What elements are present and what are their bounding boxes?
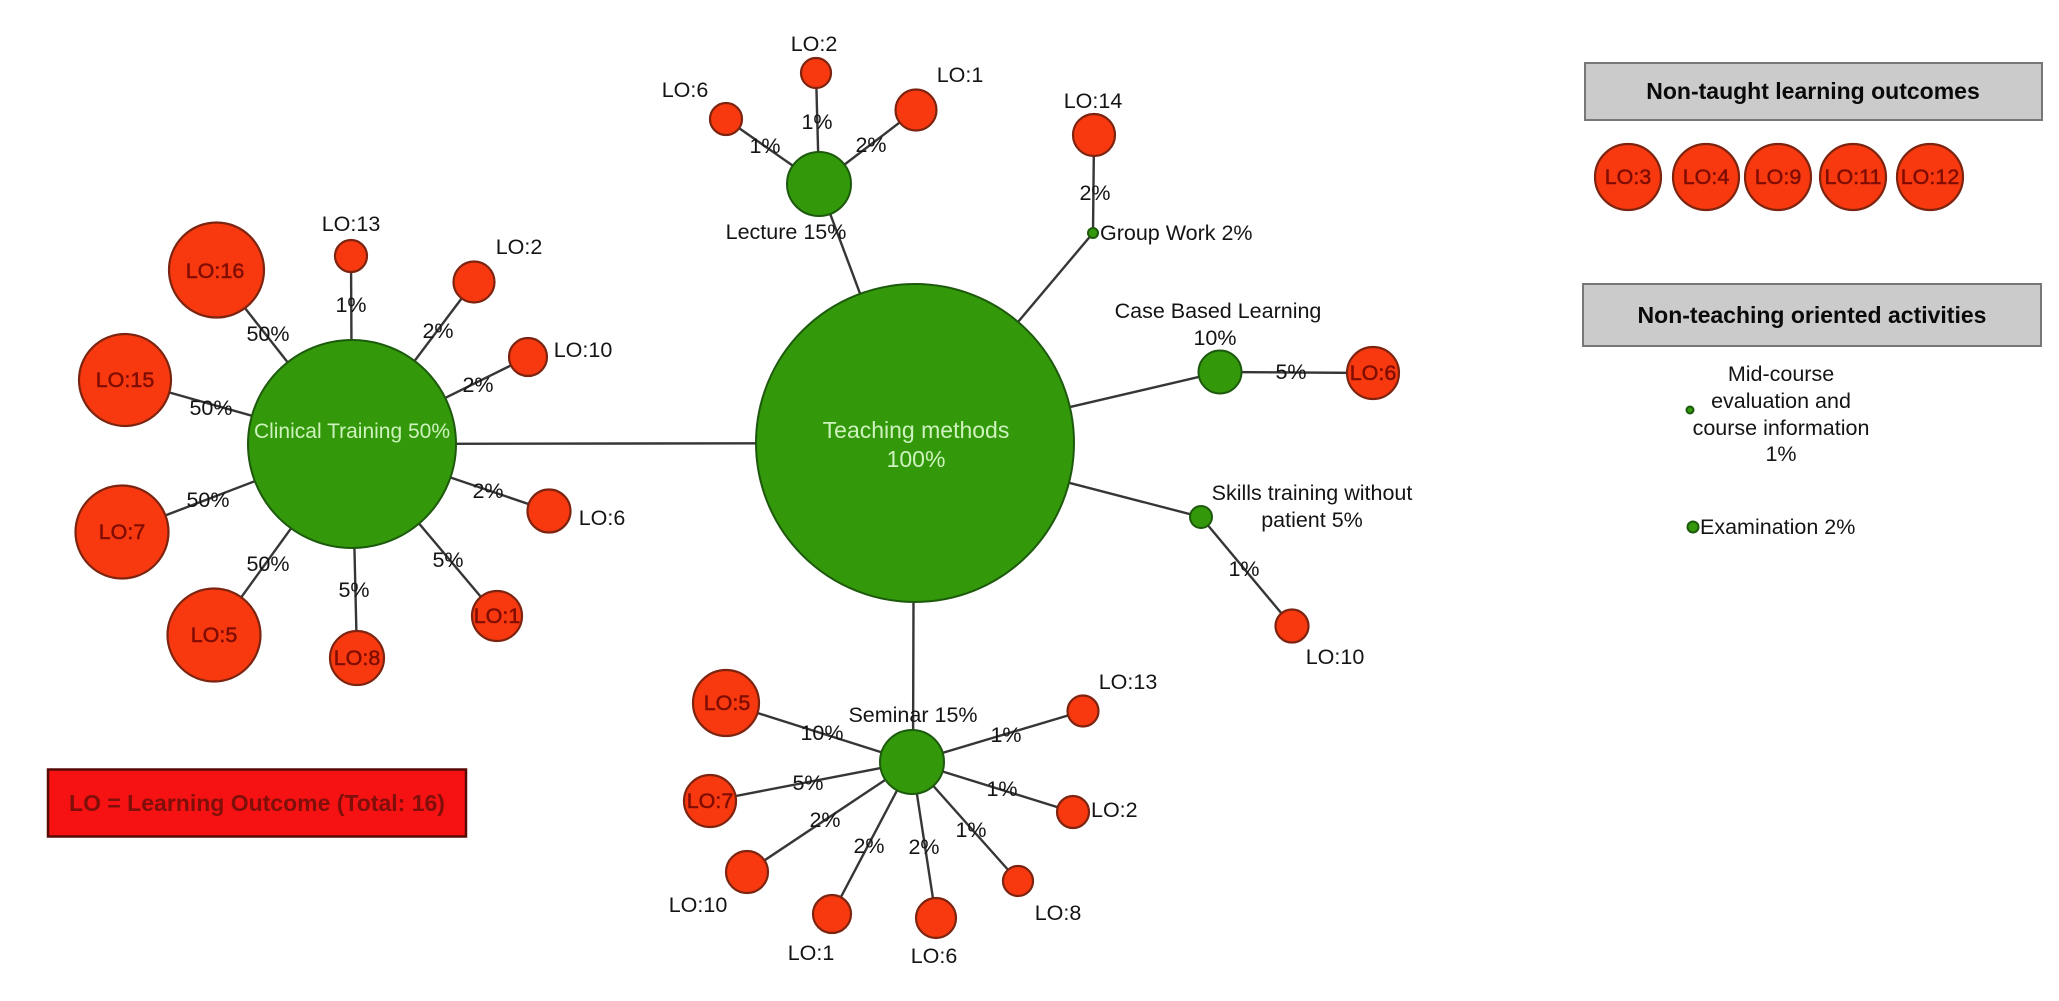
svg-text:LO:5: LO:5 <box>704 691 751 715</box>
svg-text:1%: 1% <box>1765 442 1796 466</box>
svg-text:50%: 50% <box>189 396 232 420</box>
svg-text:LO:2: LO:2 <box>1091 798 1138 822</box>
svg-text:LO:6: LO:6 <box>1350 361 1397 385</box>
svg-text:LO:2: LO:2 <box>791 32 838 56</box>
svg-text:Examination 2%: Examination 2% <box>1700 515 1855 539</box>
svg-text:LO:4: LO:4 <box>1683 165 1730 189</box>
svg-text:1%: 1% <box>990 723 1021 747</box>
svg-text:2%: 2% <box>422 319 453 343</box>
svg-text:LO:8: LO:8 <box>1035 901 1082 925</box>
svg-text:10%: 10% <box>800 721 843 745</box>
svg-text:5%: 5% <box>338 578 369 602</box>
svg-text:Group Work 2%: Group Work 2% <box>1100 221 1253 245</box>
svg-text:LO:12: LO:12 <box>1901 165 1960 189</box>
svg-text:Mid-course: Mid-course <box>1728 362 1834 386</box>
svg-text:LO:6: LO:6 <box>911 944 958 968</box>
svg-text:LO:7: LO:7 <box>687 789 734 813</box>
svg-text:LO:14: LO:14 <box>1064 89 1123 113</box>
svg-text:LO:9: LO:9 <box>1755 165 1802 189</box>
svg-text:50%: 50% <box>246 322 289 346</box>
svg-text:LO:16: LO:16 <box>186 259 245 283</box>
svg-text:Lecture 15%: Lecture 15% <box>726 220 847 244</box>
svg-text:1%: 1% <box>335 293 366 317</box>
svg-text:LO:1: LO:1 <box>937 63 984 87</box>
svg-text:Non-teaching oriented activiti: Non-teaching oriented activities <box>1638 302 1987 328</box>
svg-text:2%: 2% <box>472 479 503 503</box>
svg-text:Case Based Learning: Case Based Learning <box>1115 299 1322 323</box>
svg-text:Non-taught learning outcomes: Non-taught learning outcomes <box>1646 78 1980 104</box>
svg-text:patient 5%: patient 5% <box>1261 508 1363 532</box>
svg-text:LO:5: LO:5 <box>191 623 238 647</box>
svg-text:LO:10: LO:10 <box>1306 645 1365 669</box>
svg-text:5%: 5% <box>1275 360 1306 384</box>
svg-text:LO = Learning Outcome (Total:: LO = Learning Outcome (Total: 16) <box>69 790 445 816</box>
svg-text:50%: 50% <box>186 488 229 512</box>
svg-text:Teaching methods: Teaching methods <box>823 417 1010 443</box>
svg-text:50%: 50% <box>246 552 289 576</box>
svg-text:LO:7: LO:7 <box>99 520 146 544</box>
svg-text:course information: course information <box>1693 416 1870 440</box>
svg-text:2%: 2% <box>908 835 939 859</box>
svg-text:LO:2: LO:2 <box>496 235 543 259</box>
svg-text:Seminar 15%: Seminar 15% <box>848 703 977 727</box>
svg-text:100%: 100% <box>887 446 946 472</box>
svg-text:1%: 1% <box>955 818 986 842</box>
svg-text:LO:15: LO:15 <box>96 368 155 392</box>
svg-text:LO:10: LO:10 <box>554 338 613 362</box>
svg-text:LO:1: LO:1 <box>788 941 835 965</box>
svg-text:2%: 2% <box>855 133 886 157</box>
svg-text:2%: 2% <box>853 834 884 858</box>
svg-text:2%: 2% <box>1079 181 1110 205</box>
svg-text:1%: 1% <box>801 110 832 134</box>
svg-text:10%: 10% <box>1193 326 1236 350</box>
svg-text:Clinical Training 50%: Clinical Training 50% <box>254 420 450 443</box>
svg-text:LO:8: LO:8 <box>334 646 381 670</box>
svg-text:1%: 1% <box>986 777 1017 801</box>
svg-text:LO:1: LO:1 <box>474 604 521 628</box>
svg-text:2%: 2% <box>809 808 840 832</box>
svg-text:1%: 1% <box>749 134 780 158</box>
svg-text:LO:10: LO:10 <box>669 893 728 917</box>
svg-text:LO:13: LO:13 <box>1099 670 1158 694</box>
svg-text:LO:6: LO:6 <box>662 78 709 102</box>
svg-text:1%: 1% <box>1228 557 1259 581</box>
svg-text:LO:6: LO:6 <box>579 506 626 530</box>
svg-text:LO:11: LO:11 <box>1825 165 1882 189</box>
svg-text:5%: 5% <box>792 771 823 795</box>
svg-text:2%: 2% <box>462 373 493 397</box>
svg-text:LO:3: LO:3 <box>1605 165 1652 189</box>
svg-text:5%: 5% <box>432 548 463 572</box>
svg-text:Skills training without: Skills training without <box>1212 481 1413 505</box>
svg-text:evaluation and: evaluation and <box>1711 389 1851 413</box>
svg-text:LO:13: LO:13 <box>322 212 381 236</box>
